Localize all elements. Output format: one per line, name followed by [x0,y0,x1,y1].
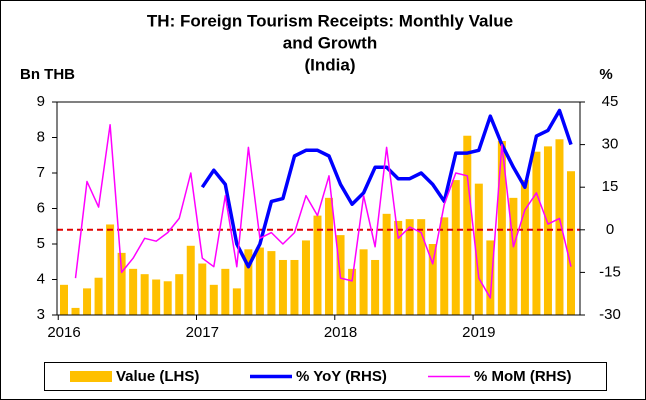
bar [94,277,103,315]
bar [348,268,357,315]
bar [394,220,403,315]
bar [255,247,264,315]
bar [278,259,287,315]
y2-tick-label: -30 [599,306,621,323]
bar [232,288,241,315]
legend-label: % MoM (RHS) [474,368,572,385]
bar [497,141,506,315]
bar [532,151,541,315]
chart-title: and Growth [283,33,377,52]
legend-label: Value (LHS) [116,368,199,385]
bar [474,183,483,315]
y-tick-label: 3 [37,306,45,323]
y-tick-label: 4 [37,270,45,287]
bar [417,219,426,315]
bar [555,139,564,315]
legend-box [44,362,607,391]
y-tick-label: 8 [37,128,45,145]
bar [325,197,334,315]
bar [83,288,92,315]
bar [163,281,172,315]
bar [198,263,207,315]
bar [313,215,322,315]
x-tick-label: 2016 [47,324,80,341]
bar [301,240,310,315]
bar [567,171,575,315]
y2-tick-label: 45 [602,93,619,110]
x-tick-label: 2019 [462,324,495,341]
bar [152,279,161,315]
bar [359,249,368,315]
bar [186,245,195,315]
line-series [200,108,573,269]
bar [382,213,391,315]
legend-swatch [70,371,112,382]
bar [117,252,126,315]
bar [405,219,414,315]
bar [244,249,253,315]
bar [106,224,115,315]
bar [428,244,437,315]
bar [267,251,276,315]
y2-tick-label: -15 [599,263,621,280]
chart-title: TH: Foreign Tourism Receipts: Monthly Va… [147,11,513,30]
bar [60,284,68,315]
x-tick-label: 2018 [324,324,357,341]
bar [371,259,380,315]
legend-label: % YoY (RHS) [296,368,387,385]
chart-title: (India) [305,55,356,74]
y-axis-label: Bn THB [20,66,75,83]
bar [451,180,460,315]
y2-tick-label: 30 [602,136,619,153]
bar [440,217,449,315]
bar [140,274,149,315]
y-tick-label: 9 [37,93,45,110]
bar [509,197,518,315]
bar [290,259,299,315]
y-tick-label: 6 [37,199,45,216]
bar [175,274,184,315]
x-tick-label: 2017 [186,324,219,341]
bar [221,268,230,315]
bar [486,240,495,315]
y2-tick-label: 15 [602,178,619,195]
plot-frame [56,101,581,316]
y-tick-label: 7 [37,164,45,181]
bar [71,307,80,315]
bar [520,180,529,315]
bar [463,135,472,315]
y2-tick-label: 0 [606,221,614,238]
bar [209,284,218,315]
y-tick-label: 5 [37,235,45,252]
line-series [74,123,572,299]
bar [129,268,138,315]
y2-axis-label: % [599,66,612,83]
